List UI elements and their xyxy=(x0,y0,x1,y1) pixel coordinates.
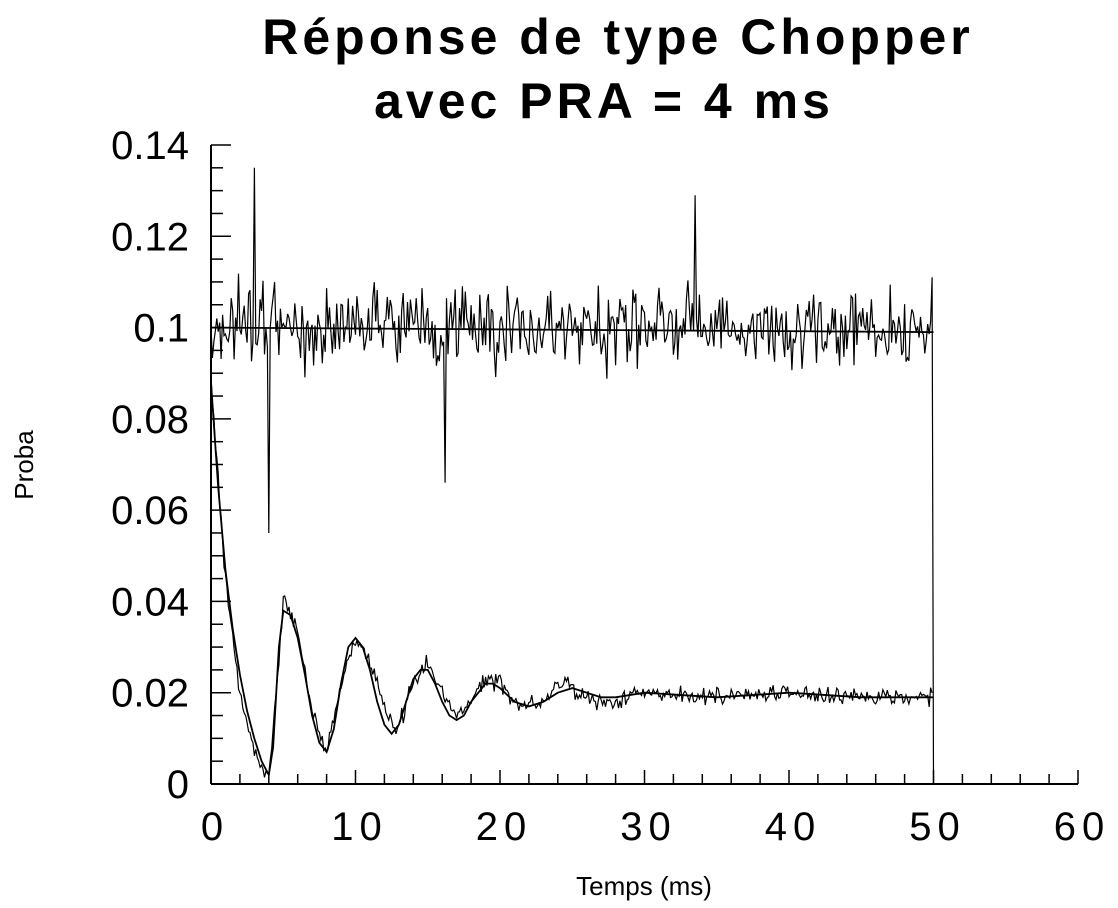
x-tick-label: 0 xyxy=(201,805,229,849)
y-tick-label: 0 xyxy=(167,763,189,807)
series-line-1-smooth xyxy=(210,326,934,333)
x-tick-label: 30 xyxy=(620,805,677,849)
chart-title-line-1: Réponse de type Chopper xyxy=(262,9,974,65)
series-line-0-noisy xyxy=(210,167,935,785)
y-tick-label: 0.1 xyxy=(133,307,189,351)
y-tick-label: 0.02 xyxy=(111,672,189,716)
series-line-3-smooth xyxy=(210,382,934,778)
plot-series-group xyxy=(210,167,935,785)
x-tick-label: 50 xyxy=(909,805,966,849)
y-tick-label: 0.04 xyxy=(111,580,189,624)
x-tick-label: 60 xyxy=(1054,805,1111,849)
y-tick-label: 0.14 xyxy=(111,124,189,168)
y-axis-ticks: 0 0.02 0.04 0.06 0.08 0.1 0.12 0.14 xyxy=(111,124,231,807)
x-tick-label: 10 xyxy=(331,805,388,849)
y-tick-label: 0.06 xyxy=(111,489,189,533)
y-tick-label: 0.12 xyxy=(111,215,189,259)
x-tick-label: 40 xyxy=(765,805,822,849)
y-tick-label: 0.08 xyxy=(111,398,189,442)
y-axis-label: Proba xyxy=(9,430,39,500)
x-axis-label: Temps (ms) xyxy=(576,871,712,901)
series-line-2-noisy xyxy=(210,376,933,778)
chart-title-line-2: avec PRA = 4 ms xyxy=(374,73,834,129)
x-axis-ticks: 0 10 20 30 40 50 60 xyxy=(201,770,1111,849)
x-tick-label: 20 xyxy=(476,805,533,849)
